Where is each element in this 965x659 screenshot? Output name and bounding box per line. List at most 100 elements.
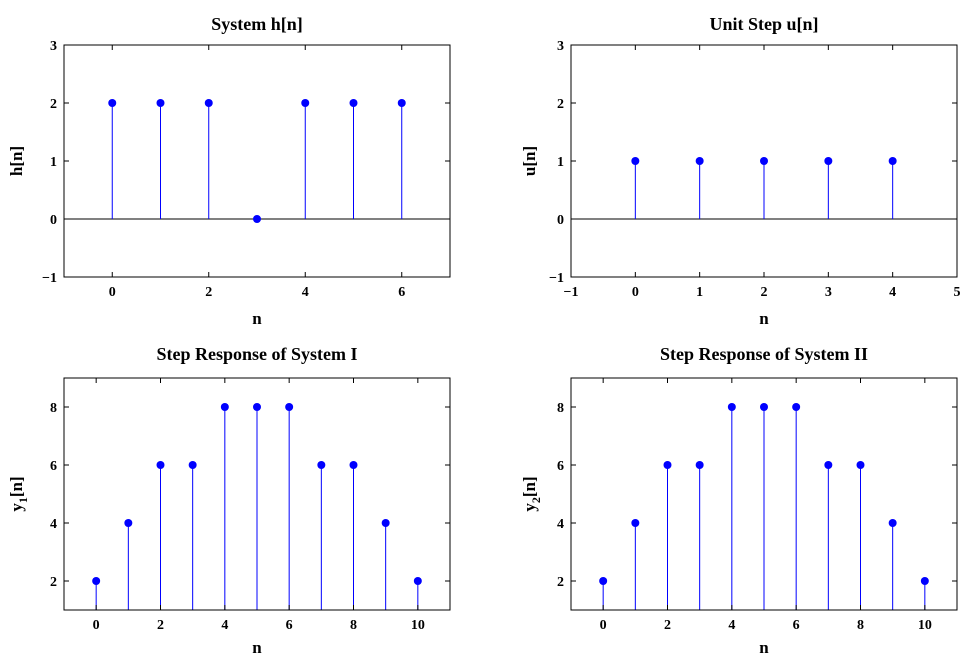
tick-marks: 0 2 4 6 8 10 2 4 6 8 xyxy=(50,378,450,633)
stem-marker xyxy=(204,99,213,107)
stem-marker xyxy=(920,577,929,585)
y-tick-label: 6 xyxy=(50,459,57,474)
y-tick-label: 2 xyxy=(557,97,564,112)
subplot-system-h: System h[n] 0 2 4 6 −1 0 1 2 3 n h[n] xyxy=(7,14,451,328)
stem-marker xyxy=(397,99,406,107)
x-tick-label: 6 xyxy=(793,618,800,633)
stem-marker xyxy=(888,519,897,527)
stem-marker xyxy=(727,403,736,411)
stem-marker xyxy=(124,519,133,527)
y-label-argument: [n] xyxy=(7,476,26,497)
axes-box xyxy=(570,377,958,611)
x-tick-label: 0 xyxy=(109,285,116,300)
y-tick-label: 0 xyxy=(50,213,57,228)
x-tick-label: 6 xyxy=(286,618,293,633)
stem-marker xyxy=(695,461,704,469)
stem-marker xyxy=(695,157,704,165)
y-tick-label: 8 xyxy=(557,401,564,416)
x-tick-label: 6 xyxy=(398,285,405,300)
stem-marker xyxy=(888,157,897,165)
x-tick-label: 1 xyxy=(696,285,703,300)
stem-marker xyxy=(381,519,390,527)
stem-marker xyxy=(108,99,117,107)
x-tick-label: 2 xyxy=(157,618,164,633)
axes-box xyxy=(63,377,451,611)
y-tick-label: 2 xyxy=(50,575,57,590)
y-tick-label: −1 xyxy=(42,271,57,286)
x-tick-label: 2 xyxy=(205,285,212,300)
subplot-title: Step Response of System I xyxy=(156,344,357,364)
stem-marker xyxy=(188,461,197,469)
y-tick-label: 1 xyxy=(50,155,57,170)
subplot-title: Unit Step u[n] xyxy=(709,14,818,34)
y-tick-label: −1 xyxy=(549,271,564,286)
stem-marker xyxy=(220,403,229,411)
stem-marks xyxy=(92,403,422,610)
stem-marker xyxy=(92,577,101,585)
y-tick-label: 6 xyxy=(557,459,564,474)
x-tick-label: 4 xyxy=(728,618,735,633)
x-tick-label: 4 xyxy=(221,618,228,633)
x-tick-label: 10 xyxy=(411,618,425,633)
stem-marker xyxy=(760,157,768,165)
stem-marker xyxy=(253,403,261,411)
axes-box xyxy=(63,44,451,278)
subplot-title: System h[n] xyxy=(211,14,303,34)
stem-marker xyxy=(413,577,422,585)
stem-marker xyxy=(317,461,326,469)
stem-marker xyxy=(301,99,310,107)
stem-marker xyxy=(631,519,640,527)
x-tick-label: 4 xyxy=(889,285,896,300)
x-tick-label: 2 xyxy=(761,285,768,300)
stem-marker xyxy=(253,215,261,223)
subplot-title: Step Response of System II xyxy=(660,344,868,364)
x-tick-label: 8 xyxy=(350,618,357,633)
y-label-subscript: 2 xyxy=(529,497,543,503)
stem-marker xyxy=(824,461,833,469)
x-axis-label: n xyxy=(759,309,769,328)
stem-marker xyxy=(349,99,358,107)
x-axis-label: n xyxy=(252,309,262,328)
y-tick-label: 1 xyxy=(557,155,564,170)
x-tick-label: −1 xyxy=(564,285,579,300)
y-label-argument: [n] xyxy=(520,476,539,497)
tick-marks: −1 0 1 2 3 4 5 −1 0 1 2 3 xyxy=(549,39,960,300)
x-tick-label: 8 xyxy=(857,618,864,633)
stem-marker xyxy=(156,461,165,469)
x-tick-label: 2 xyxy=(664,618,671,633)
y-tick-label: 8 xyxy=(50,401,57,416)
x-tick-label: 3 xyxy=(825,285,832,300)
axes-box xyxy=(570,44,958,278)
x-axis-label: n xyxy=(759,638,769,657)
y-tick-label: 0 xyxy=(557,213,564,228)
stem-marker xyxy=(792,403,801,411)
y-tick-label: 3 xyxy=(557,39,564,54)
y-axis-label: u[n] xyxy=(520,146,539,176)
x-tick-label: 10 xyxy=(918,618,932,633)
tick-marks: 0 2 4 6 8 10 2 4 6 8 xyxy=(557,378,957,633)
stem-marker xyxy=(599,577,608,585)
stem-marker xyxy=(663,461,672,469)
y-tick-label: 2 xyxy=(50,97,57,112)
stem-marker xyxy=(856,461,865,469)
stem-marker xyxy=(760,403,768,411)
stem-marker xyxy=(156,99,165,107)
stem-marker xyxy=(285,403,294,411)
stem-marker xyxy=(349,461,358,469)
stem-marker xyxy=(631,157,640,165)
y-label-subscript: 1 xyxy=(16,497,30,503)
y-tick-label: 3 xyxy=(50,39,57,54)
subplot-step-response-system-2: Step Response of System II 0 2 4 6 8 10 2 4 6 8 n… xyxy=(520,344,958,657)
stem-marks xyxy=(571,157,957,220)
y-tick-label: 2 xyxy=(557,575,564,590)
y-tick-label: 4 xyxy=(50,517,57,532)
stem-marks xyxy=(599,403,929,610)
x-tick-label: 0 xyxy=(93,618,100,633)
subplot-unit-step: Unit Step u[n] −1 0 1 2 3 4 5 −1 0 1 2 3 n u[n] xyxy=(520,14,961,328)
x-tick-label: 0 xyxy=(600,618,607,633)
x-axis-label: n xyxy=(252,638,262,657)
stem-marker xyxy=(824,157,833,165)
